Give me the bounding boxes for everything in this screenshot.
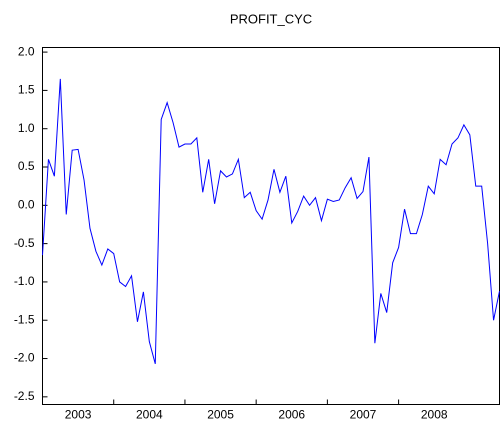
y-tick-label: -1.0 <box>14 274 35 288</box>
y-tick-label: -2.0 <box>14 351 35 365</box>
x-tick-label: 2005 <box>207 408 234 422</box>
x-tick-label: 2006 <box>278 408 305 422</box>
x-tick-label: 2003 <box>65 408 92 422</box>
y-tick-label: -1.5 <box>14 312 35 326</box>
y-tick-label: 2.0 <box>18 44 35 58</box>
x-tick-label: 2008 <box>421 408 448 422</box>
y-tick-label: 0.0 <box>18 197 35 211</box>
y-tick-label: 0.5 <box>18 159 35 173</box>
y-tick-label: -0.5 <box>14 236 35 250</box>
y-tick-label: -2.5 <box>14 389 35 403</box>
y-tick-label: 1.5 <box>18 83 35 97</box>
chart-title: PROFIT_CYC <box>230 11 312 26</box>
x-tick-label: 2004 <box>136 408 163 422</box>
y-tick-label: 1.0 <box>18 121 35 135</box>
series-line <box>42 78 500 365</box>
x-tick-label: 2007 <box>350 408 377 422</box>
